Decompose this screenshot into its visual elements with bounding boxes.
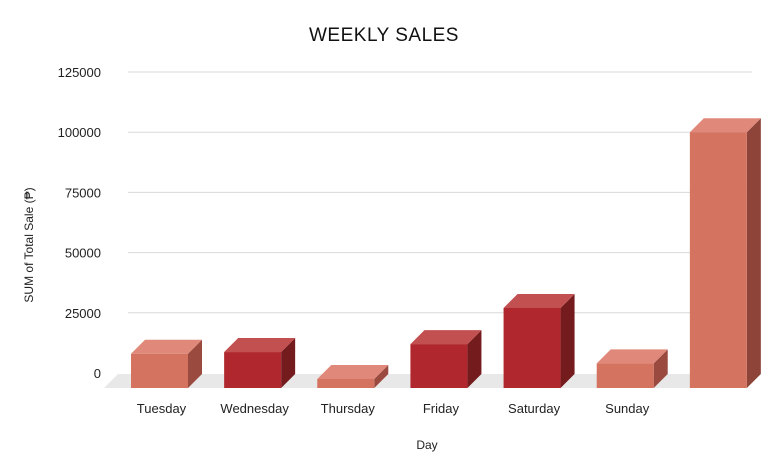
y-tick-label: 50000	[65, 246, 101, 261]
y-tick-label: 125000	[58, 65, 101, 80]
x-tick-label: Sunday	[605, 401, 650, 416]
bar	[131, 339, 202, 388]
bar-front	[410, 344, 468, 388]
bar-side	[281, 338, 296, 388]
bar	[224, 338, 296, 388]
y-tick-label: 25000	[65, 306, 101, 321]
x-axis-title: Day	[416, 438, 437, 452]
x-tick-label: Thursday	[321, 401, 376, 416]
bar-side	[746, 118, 761, 388]
y-tick-label: 75000	[65, 185, 101, 200]
bar-top	[596, 349, 668, 364]
bar-front	[224, 352, 282, 388]
bar	[410, 330, 482, 388]
bar-top	[224, 338, 296, 353]
x-axis-labels: Tuesday Wednesday Thursday Friday Saturday Su…	[137, 401, 650, 416]
x-tick-label: Wednesday	[220, 401, 289, 416]
y-tick-label: 100000	[58, 125, 101, 140]
bar-top	[317, 365, 389, 379]
bar-side	[374, 365, 389, 388]
bar-side	[560, 293, 575, 388]
bars	[131, 118, 761, 388]
bar-front	[689, 132, 747, 388]
chart-title: WEEKLY SALES	[309, 25, 459, 46]
bar	[503, 293, 575, 388]
bar-top	[410, 330, 482, 345]
bar-front	[317, 379, 375, 388]
bar-top	[689, 118, 761, 133]
y-tick-label: 0	[94, 366, 101, 381]
y-axis-title: SUM of Total Sale (₱)	[22, 187, 36, 302]
x-tick-label: Friday	[423, 401, 460, 416]
x-tick-label: Saturday	[508, 401, 561, 416]
bar-side	[653, 349, 668, 388]
bar	[596, 349, 668, 388]
bar-top	[131, 339, 202, 354]
bar	[689, 118, 761, 388]
y-axis-ticks: 0 25000 50000 75000 100000 125000	[58, 65, 101, 381]
bar-side	[467, 330, 482, 388]
bar-front	[503, 307, 561, 388]
gridlines	[128, 71, 752, 314]
bar-front	[596, 363, 654, 388]
bar	[317, 365, 389, 388]
bar-front	[131, 353, 188, 388]
bar-side	[188, 339, 202, 388]
bar-top	[503, 293, 575, 308]
x-tick-label: Tuesday	[137, 401, 187, 416]
